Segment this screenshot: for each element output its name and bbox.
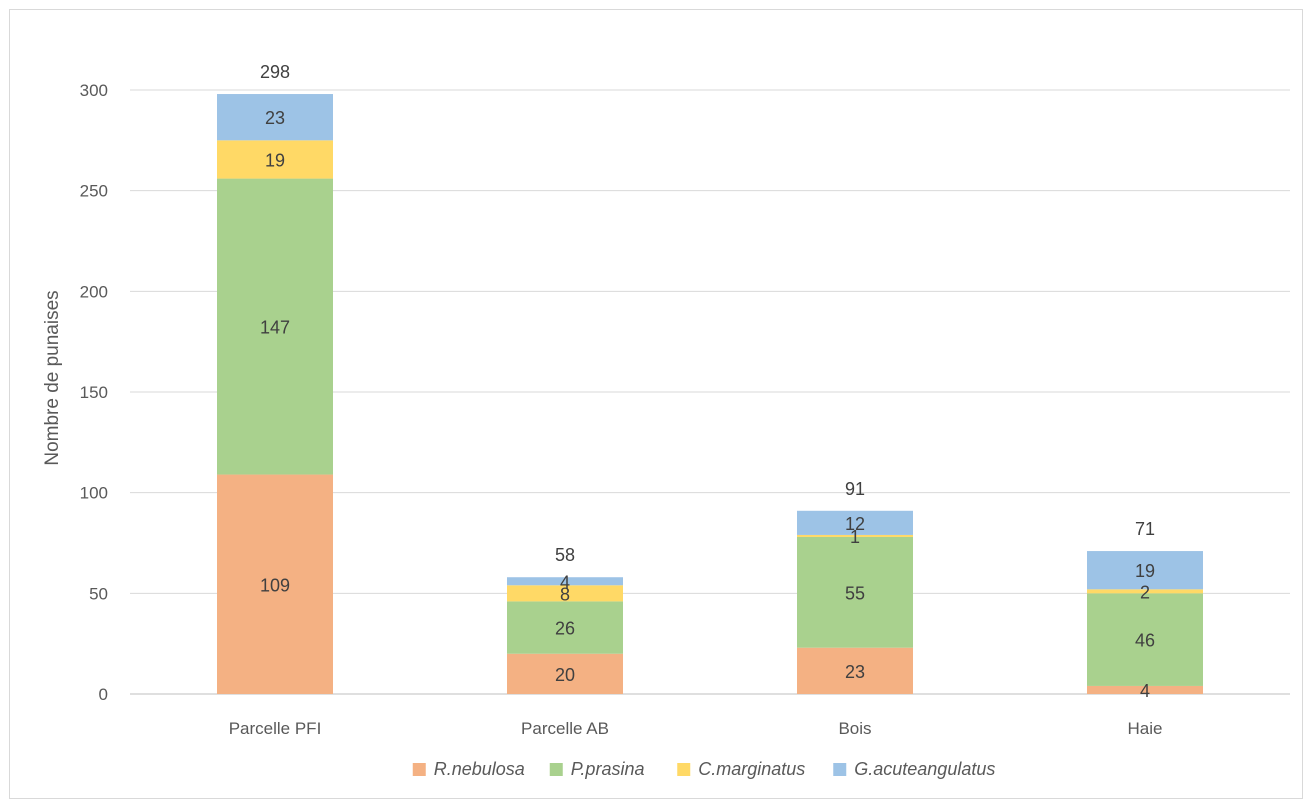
data-label: 23 — [265, 108, 285, 128]
bar-segment — [1087, 593, 1203, 686]
legend-swatch — [677, 763, 691, 776]
legend-swatch — [549, 763, 563, 776]
bar-segment — [217, 178, 333, 475]
y-tick-label: 300 — [80, 81, 108, 100]
x-tick-label: Haie — [1128, 719, 1163, 738]
bar-segment — [217, 94, 333, 141]
bar-segment — [507, 585, 623, 602]
total-label: 91 — [845, 479, 865, 499]
bar-segment — [1087, 551, 1203, 590]
total-label: 58 — [555, 545, 575, 565]
x-tick-label: Bois — [838, 719, 871, 738]
legend-label: G.acuteangulatus — [854, 759, 995, 779]
bars — [217, 94, 1203, 694]
data-label: 8 — [560, 584, 570, 604]
data-label: 12 — [845, 514, 865, 534]
bar-segment — [217, 474, 333, 694]
data-label: 4 — [1140, 681, 1150, 701]
legend: R.nebulosa P.prasina C.marginatus G.acutean… — [412, 759, 995, 779]
y-tick-label: 200 — [80, 282, 108, 301]
bar-segment — [1087, 685, 1203, 694]
total-label: 71 — [1135, 519, 1155, 539]
legend-swatch — [833, 763, 847, 776]
data-label: 4 — [560, 572, 570, 592]
bar-segment — [507, 577, 623, 586]
y-axis-title: Nombre de punaises — [42, 290, 63, 465]
x-tick-label: Parcelle PFI — [229, 719, 322, 738]
x-tick-label: Parcelle AB — [521, 719, 609, 738]
y-tick-label: 0 — [99, 685, 108, 704]
data-label: 20 — [555, 665, 575, 685]
y-tick-label: 50 — [89, 584, 108, 603]
chart-frame: 109 147 19 23 298 20 26 8 4 58 23 55 1 12 91 4 46 2 19 71 0… — [9, 9, 1303, 799]
data-label: 147 — [260, 318, 290, 338]
data-label: 26 — [555, 619, 575, 639]
data-label: 1 — [850, 527, 860, 547]
legend-label: C.marginatus — [698, 759, 805, 779]
data-label: 2 — [1140, 582, 1150, 602]
bar-segment — [217, 140, 333, 179]
bar-segment — [507, 653, 623, 694]
bar-segment — [797, 510, 913, 535]
data-label: 55 — [845, 583, 865, 603]
y-tick-label: 100 — [80, 484, 108, 503]
legend-label: R.nebulosa — [434, 759, 525, 779]
data-label: 109 — [260, 575, 290, 595]
data-label: 19 — [265, 150, 285, 170]
legend-label: P.prasina — [571, 759, 645, 779]
bar-segment — [507, 601, 623, 654]
data-label: 46 — [1135, 631, 1155, 651]
data-label: 19 — [1135, 561, 1155, 581]
y-tick-label: 250 — [80, 182, 108, 201]
bar-segment — [797, 534, 913, 537]
data-label: 23 — [845, 662, 865, 682]
legend-swatch — [412, 763, 426, 776]
y-tick-label: 150 — [80, 383, 108, 402]
bar-segment — [1087, 589, 1203, 594]
bar-segment — [797, 647, 913, 694]
total-label: 298 — [260, 62, 290, 82]
axes: 0 50 100 150 200 250 300 Parcelle PFI Parcelle A… — [80, 81, 1163, 738]
bar-segment — [797, 536, 913, 648]
